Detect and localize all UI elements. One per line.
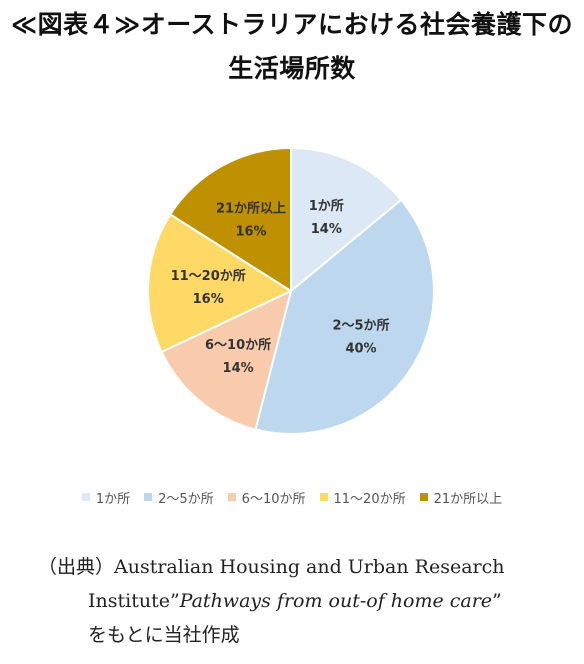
legend-swatch-5: [419, 493, 428, 501]
legend-label-3: 6～10か所: [241, 491, 306, 507]
pie-slice-1: [290, 146, 403, 294]
legend-item-2: 2～5か所: [144, 488, 214, 507]
slice-category-label-5: 21か所以上: [216, 200, 286, 216]
chart-title-line-2: 生活場所数: [228, 54, 356, 83]
pie-slice-5: [168, 146, 292, 293]
slice-value-label-4: 16%: [193, 292, 224, 307]
source-line-2-suffix: ”: [492, 590, 502, 612]
slice-category-label-3: 6～10か所: [205, 337, 271, 353]
source-line-1: （出典）Australian Housing and Urban Researc…: [38, 556, 505, 578]
pie-slice-2: [254, 198, 435, 435]
pie-slice-4: [147, 212, 294, 354]
source-note: （出典）Australian Housing and Urban Researc…: [38, 550, 578, 652]
legend-swatch-1: [81, 493, 90, 501]
chart-legend: 1か所 2～5か所 6～10か所 11～20か所 21か所以上: [0, 486, 584, 508]
legend-item-3: 6～10か所: [227, 488, 306, 507]
legend-item-1: 1か所: [81, 488, 131, 507]
legend-swatch-4: [319, 493, 328, 501]
legend-label-2: 2～5か所: [158, 491, 214, 507]
legend-label-5: 21か所以上: [433, 491, 503, 507]
slice-value-label-1: 14%: [311, 222, 342, 237]
pie-chart: 1か所 14% 2～5か所 40% 6～10か所 14% 11～20か所 16% 21か所以上 1…: [0, 130, 584, 470]
source-line-3: をもとに当社作成: [88, 624, 240, 646]
source-line-2-prefix: Institute”: [88, 590, 180, 612]
pie-chart-svg: 1か所 14% 2～5か所 40% 6～10か所 14% 11～20か所 16% 21か所以上 1…: [147, 146, 435, 435]
legend-item-5: 21か所以上: [419, 488, 503, 507]
slice-category-label-1: 1か所: [309, 198, 344, 214]
pie-slice-3: [160, 289, 293, 431]
legend-label-4: 11～20か所: [333, 491, 406, 507]
slice-category-label-4: 11～20か所: [171, 268, 246, 284]
legend-swatch-3: [227, 493, 236, 501]
slice-category-label-2: 2～5か所: [332, 317, 389, 333]
chart-title-line-1: ≪図表４≫オーストラリアにおける社会養護下の: [10, 10, 574, 39]
slice-value-label-5: 16%: [235, 224, 266, 239]
source-line-2: Institute”Pathways from out-of home care…: [38, 584, 578, 618]
legend-item-4: 11～20か所: [319, 488, 406, 507]
legend-label-1: 1か所: [95, 491, 131, 507]
legend-swatch-2: [144, 493, 153, 501]
source-publication-title: Pathways from out-of home care: [179, 590, 493, 612]
slice-value-label-3: 14%: [223, 361, 254, 376]
slice-value-label-2: 40%: [345, 341, 376, 356]
